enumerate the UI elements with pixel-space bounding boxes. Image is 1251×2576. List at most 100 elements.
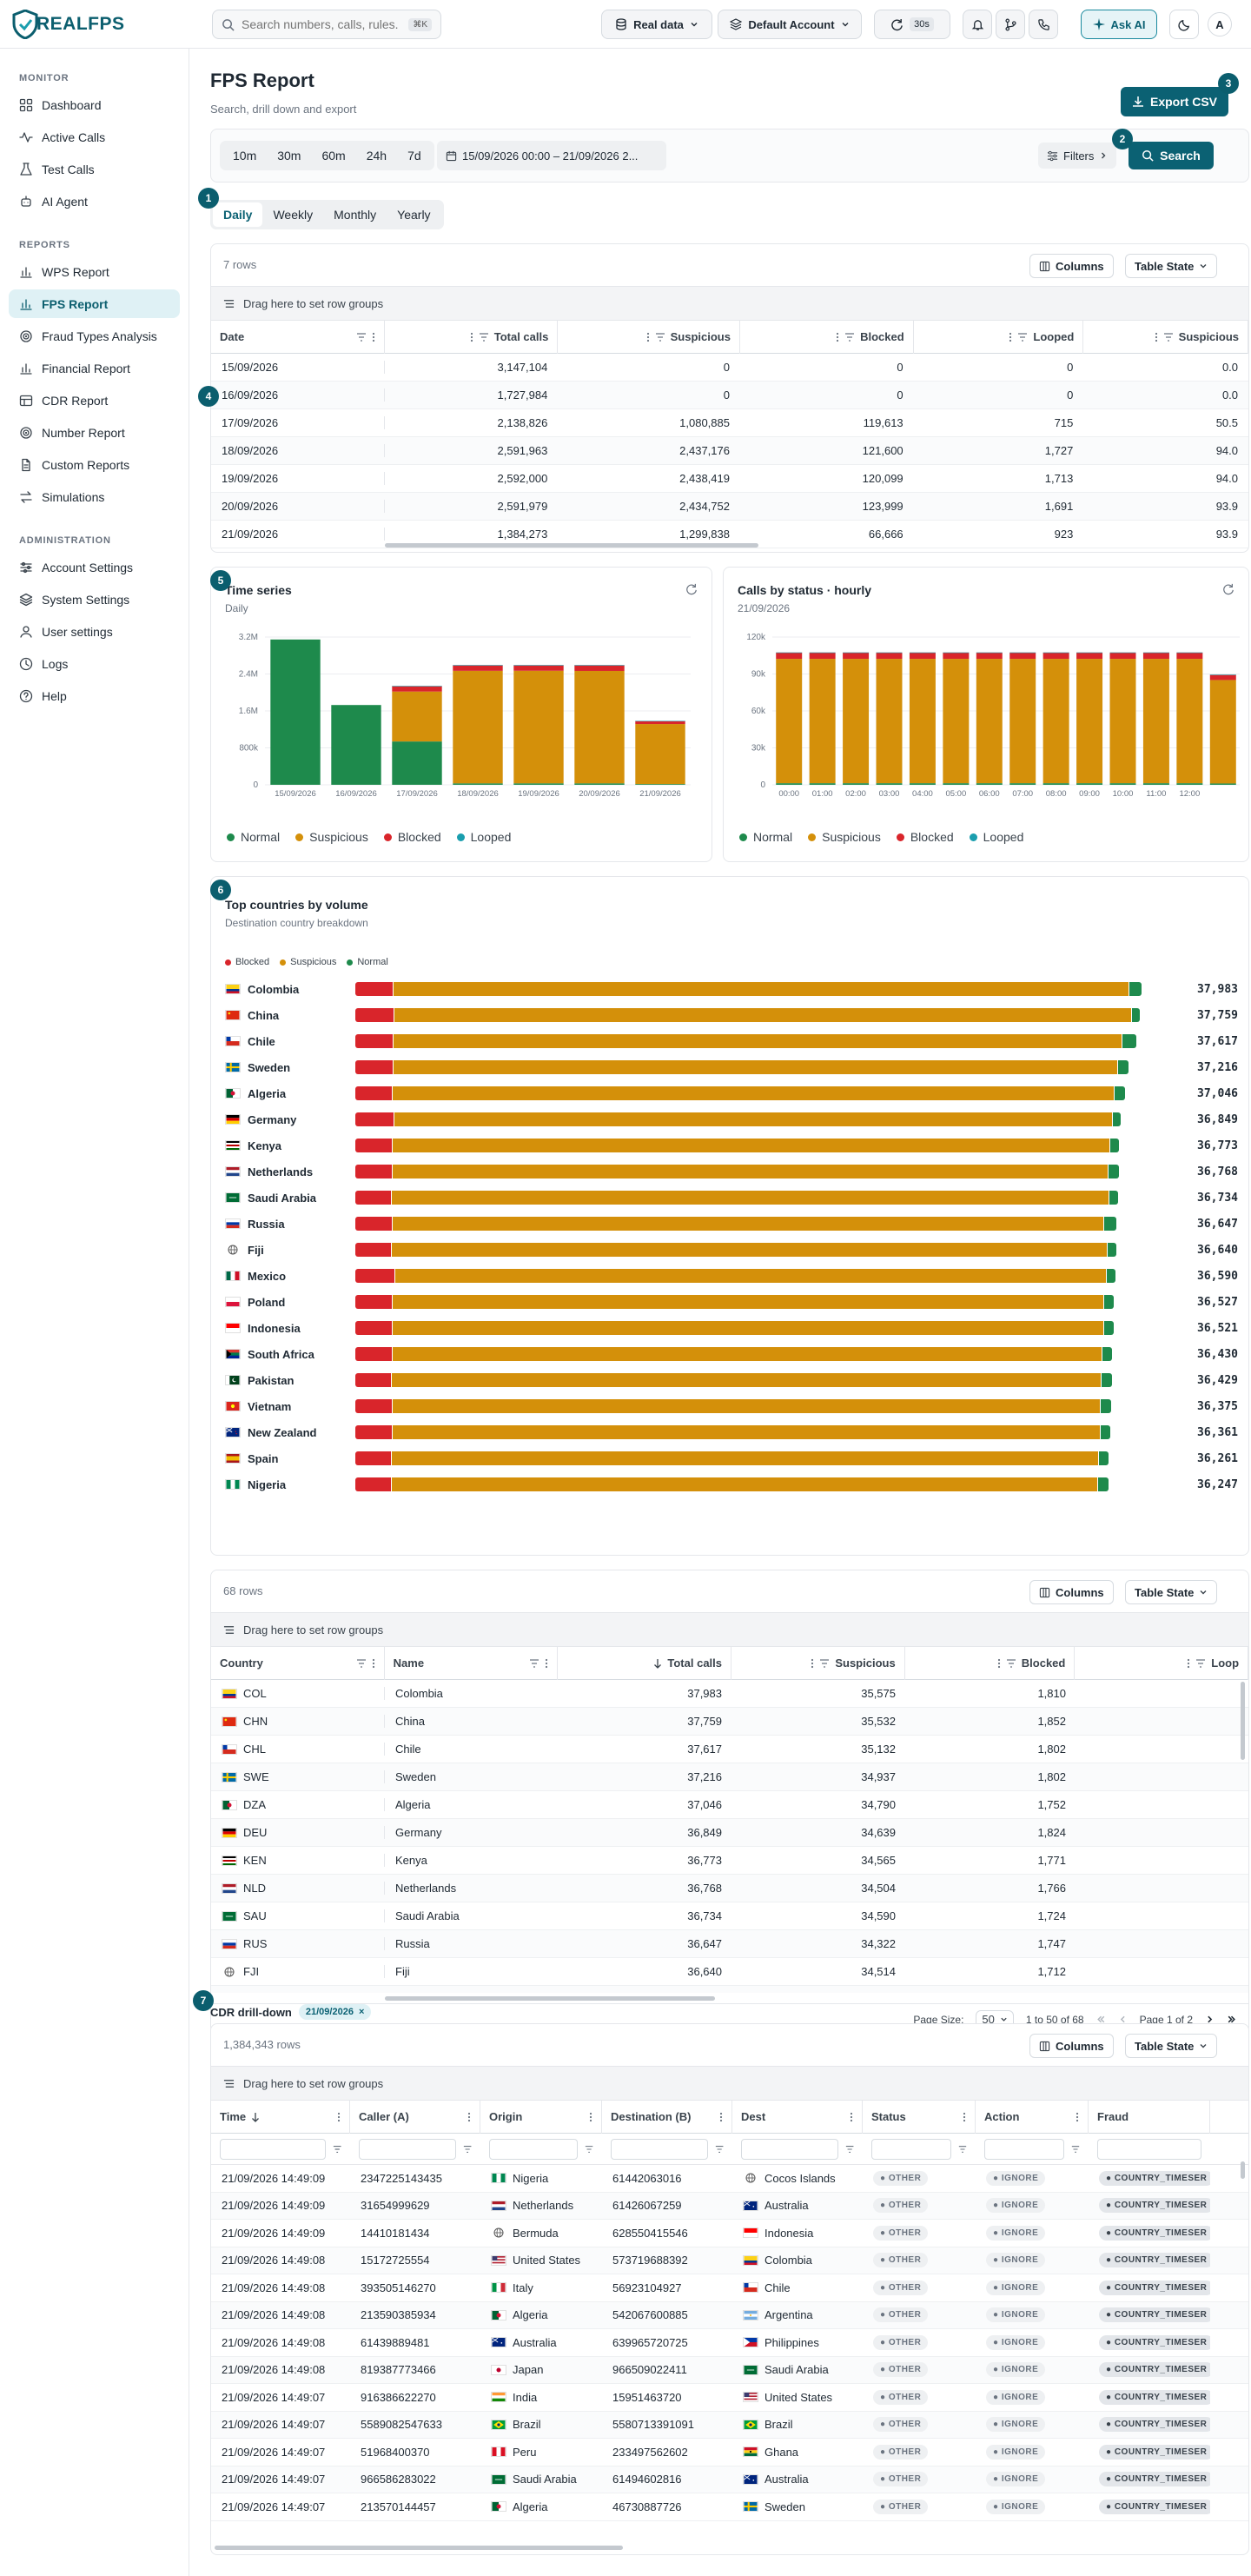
bar-normal-segment[interactable]: [1101, 1399, 1111, 1413]
bar-blocked-segment[interactable]: [355, 1347, 392, 1361]
column-header[interactable]: Destination (B): [602, 2100, 732, 2134]
range-7d[interactable]: 7d: [407, 149, 421, 163]
bar-suspicious-segment[interactable]: [393, 1139, 1109, 1152]
column-header[interactable]: Blocked: [740, 320, 914, 354]
table-row[interactable]: KEN Kenya 36,773 34,565 1,771: [211, 1847, 1248, 1875]
table-row[interactable]: 21/09/2026 14:49:08 61439889481 Australia 6…: [211, 2329, 1248, 2357]
date-range-picker[interactable]: 15/09/2026 00:00 – 21/09/2026 2...: [437, 141, 666, 170]
filter-icon[interactable]: [655, 332, 665, 342]
column-filter-input[interactable]: [871, 2138, 951, 2160]
bar-looped-segment[interactable]: [1209, 674, 1236, 675]
country-bar-row[interactable]: Poland 36,527: [225, 1289, 1238, 1315]
column-header[interactable]: Total calls: [558, 1646, 732, 1680]
notifications-button[interactable]: [963, 10, 992, 39]
bar-blocked-segment[interactable]: [1176, 652, 1203, 660]
vertical-scrollbar[interactable]: [1241, 1682, 1245, 1760]
bar-blocked-segment[interactable]: [355, 1008, 394, 1022]
sidebar-item-dashboard[interactable]: Dashboard: [9, 90, 180, 119]
logo[interactable]: REALFPS: [12, 10, 125, 39]
country-bar-row[interactable]: Russia 36,647: [225, 1211, 1238, 1237]
row-group-drop-zone[interactable]: Drag here to set row groups: [211, 1612, 1248, 1647]
bar-blocked-segment[interactable]: [392, 686, 442, 692]
column-menu-icon[interactable]: [850, 2112, 853, 2122]
bar-blocked-segment[interactable]: [943, 652, 970, 660]
table-row[interactable]: FJI Fiji 36,640 34,514 1,712: [211, 1958, 1248, 1986]
bar-looped-segment[interactable]: [1042, 652, 1069, 654]
table-row[interactable]: 21/09/2026 14:49:08 393505146270 Italy 5692…: [211, 2274, 1248, 2302]
country-bar-row[interactable]: Saudi Arabia 36,734: [225, 1185, 1238, 1211]
bar-normal-segment[interactable]: [909, 783, 936, 785]
legend-item[interactable]: Suspicious: [280, 957, 336, 967]
filter-icon[interactable]: [356, 1658, 367, 1669]
table-row[interactable]: DZA Algeria 37,046 34,790 1,752: [211, 1791, 1248, 1819]
bar-suspicious-segment[interactable]: [1209, 680, 1236, 784]
sidebar-item-test-calls[interactable]: Test Calls: [9, 155, 180, 183]
sidebar-item-fps-report[interactable]: FPS Report: [9, 289, 180, 318]
column-menu-icon[interactable]: [372, 332, 375, 342]
bar-normal-segment[interactable]: [331, 705, 381, 785]
bar-suspicious-segment[interactable]: [976, 659, 1003, 784]
filter-icon[interactable]: [479, 332, 489, 342]
country-bar-row[interactable]: Indonesia 36,521: [225, 1315, 1238, 1341]
bar-suspicious-segment[interactable]: [393, 1165, 1109, 1178]
bar-suspicious-segment[interactable]: [392, 1373, 1102, 1387]
table-row[interactable]: 21/09/2026 14:49:09 31654999629 Netherland…: [211, 2192, 1248, 2220]
bar-normal-segment[interactable]: [1102, 1373, 1112, 1387]
bar-suspicious-segment[interactable]: [453, 670, 503, 784]
ask-ai-button[interactable]: Ask AI: [1081, 10, 1157, 39]
bar-suspicious-segment[interactable]: [392, 1399, 1101, 1413]
bar-suspicious-segment[interactable]: [574, 670, 625, 784]
filters-button[interactable]: Filters: [1038, 143, 1117, 169]
country-bar-row[interactable]: Pakistan 36,429: [225, 1367, 1238, 1393]
bar-blocked-segment[interactable]: [355, 1477, 392, 1491]
bar-blocked-segment[interactable]: [1142, 652, 1169, 660]
column-menu-icon[interactable]: [337, 2112, 341, 2122]
bar-suspicious-segment[interactable]: [392, 1191, 1109, 1205]
bar-suspicious-segment[interactable]: [392, 1425, 1100, 1439]
filter-icon[interactable]: [463, 2144, 472, 2154]
sidebar-item-custom-reports[interactable]: Custom Reports: [9, 450, 180, 479]
account-select[interactable]: Default Account: [718, 10, 862, 39]
bar-blocked-segment[interactable]: [355, 1034, 393, 1048]
column-header[interactable]: Loop: [1075, 1646, 1248, 1680]
bar-suspicious-segment[interactable]: [1142, 659, 1169, 784]
column-menu-icon[interactable]: [589, 2112, 592, 2122]
refresh-chart-icon[interactable]: [685, 583, 698, 595]
table-row[interactable]: 20/09/2026 2,591,979 2,434,752 123,999 1,691…: [211, 493, 1248, 521]
country-bar-row[interactable]: South Africa 36,430: [225, 1341, 1238, 1367]
bar-suspicious-segment[interactable]: [1042, 659, 1069, 784]
column-menu-icon[interactable]: [997, 1658, 1001, 1669]
bar-looped-segment[interactable]: [453, 665, 503, 666]
bar-normal-segment[interactable]: [1109, 1139, 1120, 1152]
table-state-button[interactable]: Table State: [1125, 254, 1218, 278]
bar-blocked-segment[interactable]: [776, 652, 803, 660]
table-row[interactable]: DEU Germany 36,849 34,639 1,824: [211, 1819, 1248, 1847]
column-header[interactable]: Suspicious: [731, 1646, 905, 1680]
table-row[interactable]: 18/09/2026 2,591,963 2,437,176 121,600 1,727…: [211, 437, 1248, 465]
bar-normal-segment[interactable]: [843, 783, 870, 785]
filter-icon[interactable]: [819, 1658, 830, 1669]
bar-normal-segment[interactable]: [1100, 1425, 1111, 1439]
table-row[interactable]: 21/09/2026 14:49:08 819387773466 Japan 9665…: [211, 2356, 1248, 2384]
columns-button[interactable]: Columns: [1029, 1580, 1114, 1604]
tab-daily[interactable]: Daily: [213, 202, 263, 227]
table-row[interactable]: NLD Netherlands 36,768 34,504 1,766: [211, 1875, 1248, 1902]
bar-blocked-segment[interactable]: [355, 1191, 392, 1205]
bar-blocked-segment[interactable]: [1042, 652, 1069, 660]
sort-desc-icon[interactable]: [251, 2112, 260, 2122]
bar-suspicious-segment[interactable]: [394, 1008, 1131, 1022]
bar-suspicious-segment[interactable]: [392, 1321, 1103, 1335]
column-filter-input[interactable]: [984, 2138, 1064, 2160]
legend-item[interactable]: Looped: [456, 830, 511, 844]
search-input[interactable]: [242, 17, 398, 31]
bar-normal-segment[interactable]: [1112, 1112, 1121, 1126]
bar-blocked-segment[interactable]: [355, 1217, 392, 1231]
table-row[interactable]: 21/09/2026 14:49:07 916386622270 India 1595…: [211, 2384, 1248, 2412]
bar-suspicious-segment[interactable]: [392, 1217, 1104, 1231]
sidebar-item-fraud-types-analysis[interactable]: Fraud Types Analysis: [9, 322, 180, 350]
country-bar-row[interactable]: China 37,759: [225, 1002, 1238, 1028]
bar-normal-segment[interactable]: [1109, 1165, 1119, 1178]
bar-normal-segment[interactable]: [635, 784, 685, 785]
column-header[interactable]: Blocked: [905, 1646, 1076, 1680]
bar-normal-segment[interactable]: [1109, 783, 1136, 785]
